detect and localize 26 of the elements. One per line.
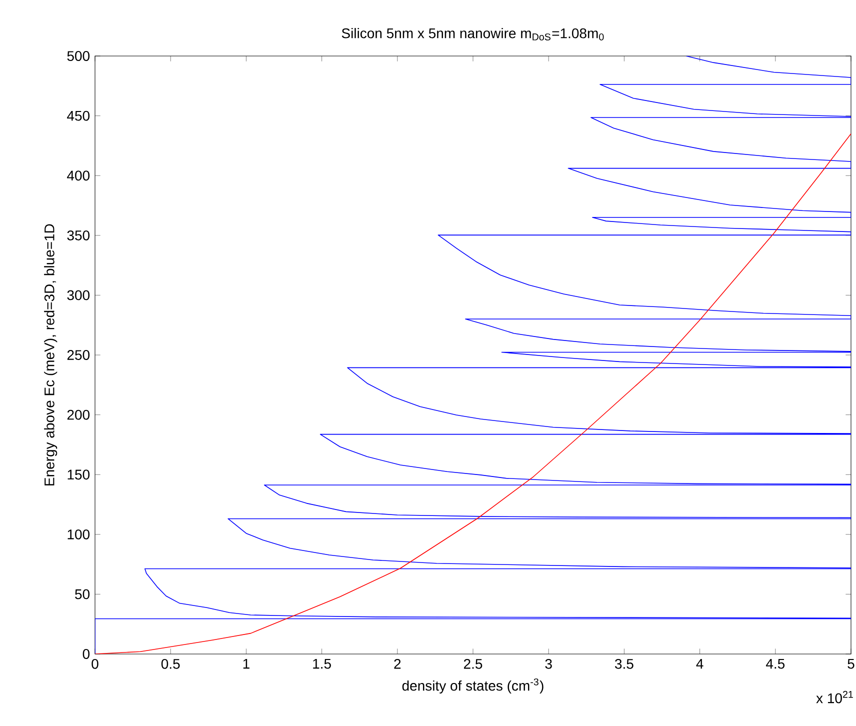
chart-title: Silicon 5nm x 5nm nanowire m$_{DoS}$=1.08m$_{0}$ — [342, 28, 604, 40]
y-tick-label: 450 — [67, 110, 90, 121]
x-tick-label: 1.5 — [313, 658, 331, 669]
x-tick-label: 0 — [92, 658, 98, 669]
y-tick-label: 400 — [67, 170, 90, 181]
y-axis-title: Energy above Ec (meV), red=3D, blue=1D — [44, 224, 58, 486]
y-tick-label: 150 — [68, 470, 90, 480]
y-tick-label: 500 — [67, 51, 90, 61]
y-tick-label: 100 — [68, 529, 90, 540]
y-tick-label: 0 — [82, 649, 90, 659]
y-tick-label: 250 — [67, 350, 90, 360]
x-tick-label: 5 — [848, 658, 854, 669]
x-tick-label: 3.5 — [614, 658, 634, 669]
y-tick-label: 350 — [67, 230, 90, 240]
y-tick-label: 200 — [67, 410, 90, 420]
x-tick-label: 2.5 — [464, 658, 482, 669]
y-tick-label: 50 — [75, 589, 90, 600]
y-tick-label: 300 — [67, 290, 90, 300]
x-tick-label: 0.5 — [161, 658, 180, 669]
x-tick-label: 3 — [545, 658, 552, 669]
x-tick-label: 4.5 — [766, 658, 785, 669]
x-tick-label: 2 — [394, 658, 401, 669]
text: x 10$^{21}$ — [816, 690, 853, 704]
x-axis-title: density of states (cm$^{-3}$) — [402, 678, 544, 694]
x-tick-label: 1 — [243, 658, 250, 669]
x-tick-label: 4 — [696, 658, 704, 669]
